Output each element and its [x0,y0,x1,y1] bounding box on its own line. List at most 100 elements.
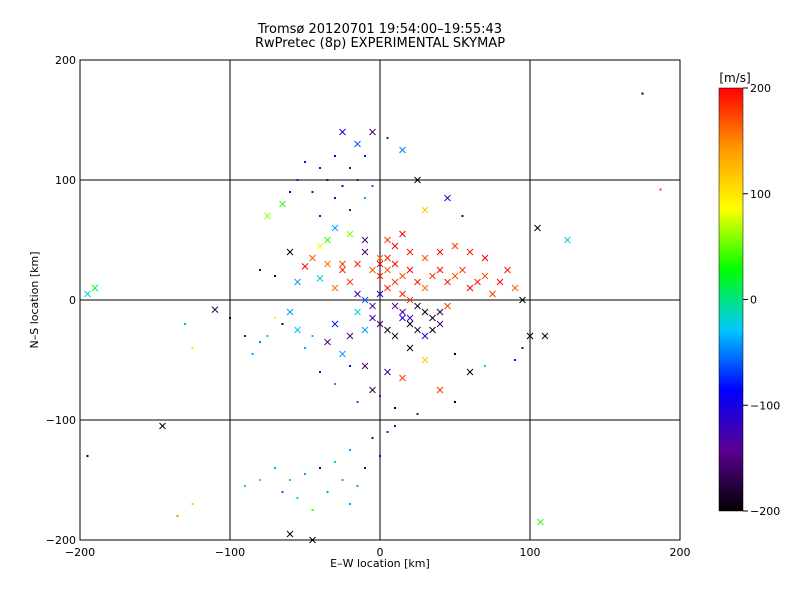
data-point-cross [481,272,489,280]
data-point-dot [326,491,329,493]
data-point-cross [339,266,346,274]
data-point-cross [444,302,451,310]
data-point-dot [349,449,351,451]
x-tick-label: 200 [670,546,691,559]
chart-title: Tromsø 20120701 19:54:00–19:55:43 [257,22,503,37]
data-point-cross [504,266,511,274]
data-point-cross [436,386,444,394]
data-point-dot [334,461,336,463]
data-point-dot [521,347,524,349]
data-point-cross [496,278,504,286]
data-point-cross [286,308,294,316]
data-point-cross [286,530,294,538]
data-point-dot [304,473,306,475]
data-points [84,92,662,544]
data-point-cross [429,326,436,334]
data-point-dot [364,467,366,469]
data-point-dot [311,509,314,511]
y-tick-label: −100 [46,414,76,427]
data-point-cross [421,284,429,292]
data-point-cross [421,206,429,214]
data-point-cross [384,284,391,292]
data-point-cross [376,272,384,280]
data-point-dot [326,179,329,181]
data-point-dot [379,395,381,397]
data-point-dot [289,479,291,481]
data-point-cross [399,308,406,316]
data-point-dot [386,137,389,139]
y-tick-label: −200 [46,534,76,547]
data-point-cross [316,275,324,282]
data-point-dot [259,479,261,481]
data-point-cross [316,242,324,250]
data-point-dot [379,455,381,457]
data-point-cross [369,128,376,136]
data-point-dot [484,365,486,367]
data-point-dot [319,215,321,217]
data-point-cross [414,176,421,184]
colorbar-label: [m/s] [719,71,750,85]
data-point-dot [319,467,321,469]
data-point-cross [391,302,399,310]
data-point-cross [309,254,316,262]
data-point-dot [304,347,306,349]
data-point-cross [399,272,406,280]
data-point-dot [334,197,336,199]
data-point-cross [399,230,406,238]
data-point-cross [406,344,414,352]
data-point-cross [361,362,369,370]
data-point-cross [451,272,459,280]
data-point-cross [391,242,399,250]
data-point-cross [459,266,466,274]
data-point-dot [356,401,359,403]
data-point-cross [324,260,331,268]
data-point-cross [436,320,444,328]
data-point-dot [289,191,291,193]
x-axis-ticks: −200 −100 0 100 200 [65,546,691,559]
data-point-cross [376,260,384,268]
data-point-dot [371,437,374,439]
data-point-dot [394,407,396,409]
x-tick-label: 100 [520,546,541,559]
data-point-dot [641,92,644,95]
data-point-cross [541,332,549,340]
data-point-cross [354,140,361,148]
data-point-dot [266,335,269,337]
data-point-cross [399,146,406,154]
data-point-cross [421,254,429,262]
data-point-cross [436,308,444,316]
data-point-dot [281,491,284,493]
data-point-cross [286,248,294,256]
data-point-cross [429,314,436,322]
data-point-cross [354,290,361,298]
data-point-cross [331,284,339,292]
data-point-cross [324,338,331,346]
x-tick-label: −200 [65,546,95,559]
data-point-dot [386,431,389,433]
data-point-dot [356,179,359,181]
data-point-cross [354,308,361,316]
data-point-cross [339,128,346,136]
data-point-dot [364,155,366,157]
data-point-dot [349,365,351,367]
y-tick-label: 0 [69,294,76,307]
data-point-cross [391,332,399,340]
data-point-cross [369,266,376,274]
data-point-dot [311,191,314,193]
colorbar [718,87,744,512]
data-point-cross [414,302,421,310]
data-point-cross [421,332,429,340]
data-point-dot [274,317,276,319]
data-point-cross [369,386,376,394]
data-point-cross [399,290,406,298]
data-point-cross [421,308,429,316]
data-point-cross [159,422,166,430]
data-point-cross [474,278,481,286]
data-point-cross [294,326,301,334]
data-point-dot [349,209,351,211]
data-point-cross [376,320,384,328]
y-tick-label: 200 [55,54,76,67]
colorbar-tick-label: −100 [750,399,780,412]
data-point-dot [659,188,662,191]
